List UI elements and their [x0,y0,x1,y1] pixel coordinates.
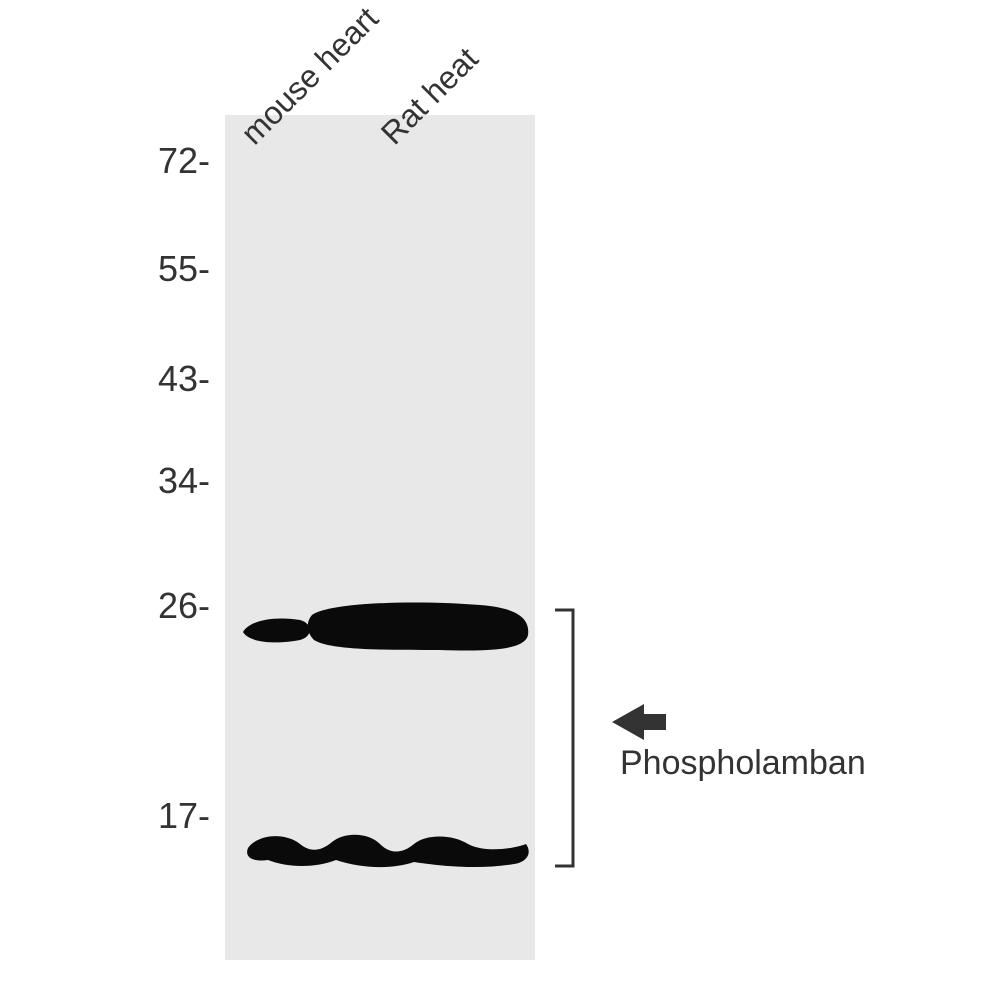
band-lower-wavy [247,835,529,867]
arrow-path [612,704,666,740]
bands-svg [0,0,1000,1000]
band-upper-left [243,619,310,643]
annotation-phospholamban: Phospholamban [620,744,866,783]
western-blot-figure: mouse heart Rat heat 72- 55- 43- 34- 26-… [0,0,1000,1000]
bracket-path [555,610,573,866]
band-upper-large [308,602,529,650]
